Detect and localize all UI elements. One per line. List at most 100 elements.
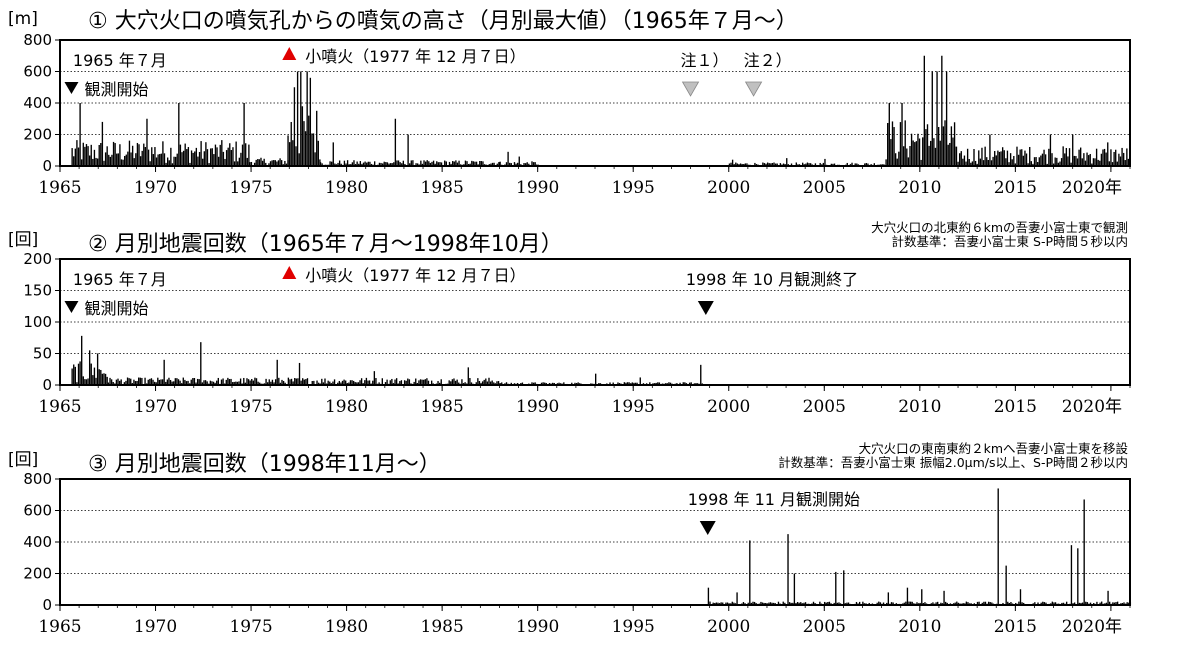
bar [265,162,267,166]
bar [384,382,387,385]
bar [489,381,492,385]
bar [268,163,270,166]
bar [688,382,691,385]
bar [782,163,785,166]
bar [765,163,767,166]
bar [1025,153,1028,166]
bar [712,602,714,605]
bar [914,142,916,166]
bar [932,602,934,605]
bar [367,161,369,166]
x-tick-label: 1990 [516,397,559,417]
bar [208,163,210,166]
bar [925,129,927,166]
bar [700,364,702,385]
bar [424,379,426,385]
bar [293,87,296,166]
bar [924,602,926,605]
bar [117,153,119,166]
bar [285,163,288,166]
bar [238,157,241,166]
bar [933,138,935,166]
x-tick-label: 2020年 [1062,397,1122,417]
bar [448,380,450,385]
bar [410,160,412,166]
bar [491,380,493,385]
bar [136,380,138,385]
bar [1054,157,1056,166]
bar [378,162,381,166]
bar [467,163,470,166]
bar [115,379,118,385]
bar [899,122,902,166]
bar [1122,152,1125,166]
bar [1119,156,1122,166]
bar [243,103,245,166]
bar [658,382,661,385]
bar [1022,155,1025,166]
bar [827,602,829,605]
bar [122,159,124,166]
bar [313,380,315,385]
bar [222,151,225,166]
bar [1032,163,1034,166]
bar [728,163,731,166]
bar-series [71,55,1131,166]
bar [281,160,283,166]
bar [109,156,112,166]
bar [171,381,173,385]
bar [235,381,237,385]
bar [992,156,994,166]
bar [923,55,925,166]
bar [123,382,126,385]
bar [1075,156,1077,166]
bar [968,159,970,166]
bar [451,379,454,385]
bar [917,133,919,166]
bar [1035,157,1037,166]
bar [471,160,473,166]
bar [271,160,273,166]
panel3-plot: 0 200 400 600 800 1965 1970 1975 1980 1985 1990 199… [23,470,1132,637]
bar [736,592,738,605]
bar [300,380,302,385]
bar [268,379,270,385]
y-tick-label: 400 [23,533,52,551]
bar [434,163,436,166]
bar [574,382,576,385]
bar [119,144,121,166]
bar [873,163,875,166]
annotation-label: 小噴火（1977 年 12 月７日） [305,266,525,285]
bar [854,163,856,166]
bar [776,163,778,166]
bar [707,587,710,605]
bar [297,378,299,385]
bar [464,382,466,385]
bar [1009,153,1012,166]
x-tick-label: 1985 [421,397,464,417]
bar [684,382,686,385]
bar [155,157,158,166]
bar [722,602,724,605]
bar [93,367,96,385]
bar [288,142,291,166]
bar [316,110,318,166]
bar [795,162,797,166]
bar [84,146,86,166]
bar [1113,602,1116,605]
bar [176,153,178,166]
bar [1111,162,1114,166]
bar [847,602,850,605]
bar [329,161,331,166]
bar [271,379,274,385]
bar [338,380,340,385]
x-tick-label: 1975 [229,617,272,637]
bar [201,382,204,385]
bar [725,602,727,605]
note-marker-icon [681,81,700,97]
bar [289,379,291,385]
bar [1018,601,1020,605]
y-tick-label: 400 [23,94,52,112]
bar [431,161,433,166]
